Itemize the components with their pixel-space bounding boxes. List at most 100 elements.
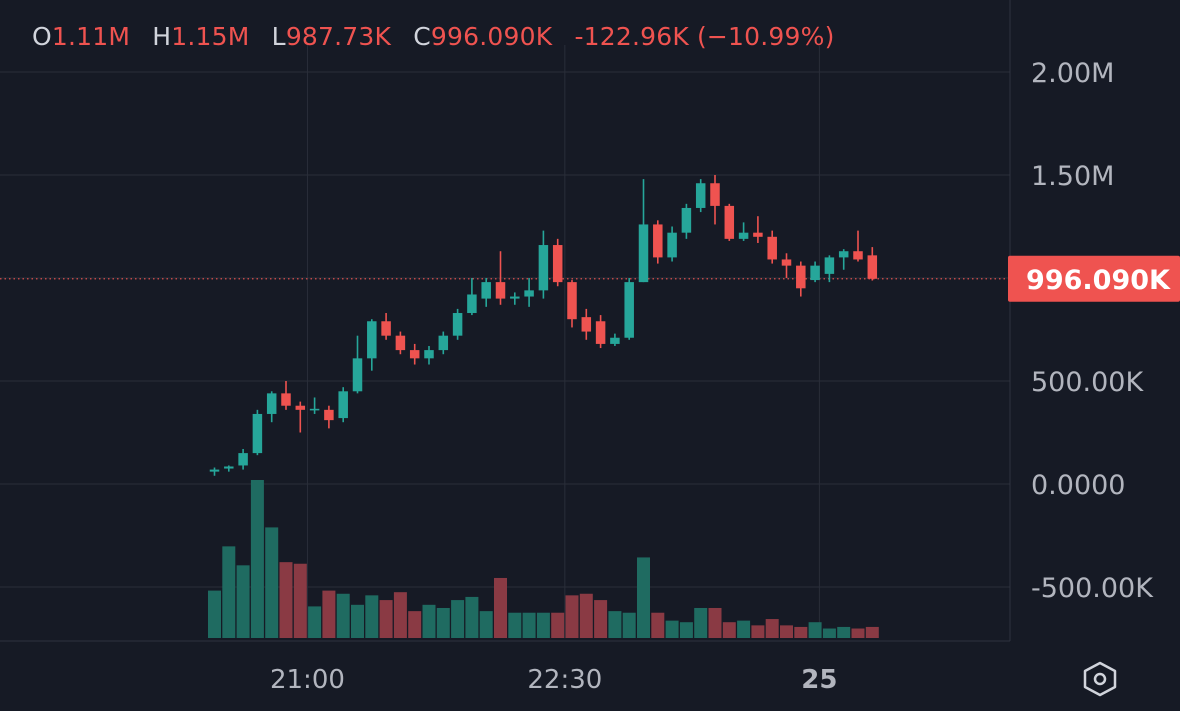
volume-bar — [465, 596, 479, 638]
volume-bar — [408, 611, 422, 638]
candle-body — [867, 255, 878, 279]
candle-body — [338, 391, 348, 419]
volume-bar — [865, 626, 879, 638]
candle — [238, 448, 248, 470]
ohlc-legend: O1.11M H1.15M L987.73K C996.090K -122.96… — [32, 22, 835, 51]
candle-body — [781, 259, 792, 266]
candle — [424, 345, 434, 365]
candle — [853, 230, 863, 262]
candle — [710, 175, 720, 225]
candle — [367, 319, 377, 371]
candle — [338, 387, 348, 423]
volume-bar — [293, 563, 307, 638]
volume-bar — [622, 612, 636, 638]
volume-bar — [822, 628, 836, 638]
candle — [224, 465, 234, 472]
candle-body — [238, 453, 248, 466]
candle-body — [409, 350, 420, 359]
price-axis[interactable]: 2.00M 1.50M 500.00K 0.0000 -500.00K — [1031, 58, 1154, 604]
volume-bar — [451, 600, 465, 638]
candle-body — [281, 393, 291, 406]
low-label: L — [271, 22, 286, 51]
candle-body — [810, 265, 820, 281]
volume-bar — [651, 612, 665, 638]
price-axis-tick-label: 0.0000 — [1031, 470, 1125, 501]
price-axis-tick-label: 500.00K — [1031, 367, 1144, 398]
price-axis-tick-label: 1.50M — [1031, 161, 1114, 192]
candle — [610, 333, 620, 346]
time-axis[interactable]: 21:00 22:30 25 — [270, 665, 838, 695]
volume-bar — [322, 590, 336, 638]
volume-bar — [522, 612, 536, 638]
candle — [738, 222, 749, 241]
candle — [409, 343, 420, 365]
volume-bar — [351, 604, 364, 638]
candle — [252, 409, 263, 456]
volume-bar — [250, 480, 264, 638]
volume-bar — [308, 606, 322, 638]
low-value: 987.73K — [285, 22, 392, 51]
candle-body — [352, 358, 363, 392]
candle — [495, 251, 506, 305]
close-value: 996.090K — [430, 22, 553, 51]
time-axis-tick-label: 21:00 — [270, 665, 345, 695]
open-value: 1.11M — [51, 22, 131, 51]
candle-body — [724, 205, 735, 239]
candle-body — [796, 265, 806, 289]
candle — [781, 253, 792, 278]
volume-bar — [436, 607, 450, 638]
candle-body — [295, 405, 306, 410]
candle-body — [595, 321, 606, 344]
volume-bar — [565, 595, 579, 638]
candle-body — [424, 350, 434, 359]
high-label: H — [152, 22, 172, 51]
candle-body — [581, 317, 592, 332]
candle-body — [367, 321, 377, 359]
candle — [467, 278, 477, 316]
candle — [753, 216, 763, 243]
candle — [767, 230, 777, 264]
volume-bar — [236, 565, 250, 638]
volume-bar — [751, 625, 765, 638]
candle — [209, 467, 220, 476]
candle-body — [538, 245, 549, 291]
candle — [324, 405, 334, 429]
candle — [653, 220, 663, 264]
volume-bar — [780, 625, 793, 638]
candle — [266, 391, 277, 423]
candle-body — [438, 335, 449, 351]
candle-body — [624, 282, 634, 338]
candle-body — [309, 408, 320, 411]
candle — [595, 315, 606, 349]
candle — [667, 226, 677, 262]
candle-body — [552, 245, 563, 283]
volume-bar — [708, 607, 722, 638]
volume-bar — [851, 628, 865, 638]
candle — [524, 278, 534, 307]
candle — [295, 401, 306, 433]
chart-settings-button[interactable] — [1078, 658, 1122, 698]
volume-bar — [694, 607, 708, 638]
candle — [552, 238, 563, 287]
candle — [538, 230, 549, 299]
candle-body — [853, 251, 863, 260]
candle-body — [838, 251, 849, 258]
volume-bar — [637, 557, 650, 638]
volume-bars — [208, 480, 879, 638]
candle-body — [753, 232, 763, 237]
volume-bar — [494, 577, 507, 638]
volume-bar — [837, 626, 851, 638]
candle — [867, 247, 878, 281]
volume-bar — [365, 595, 379, 638]
candle-body — [524, 290, 534, 297]
candle-body — [324, 409, 334, 421]
volume-bar — [794, 626, 808, 638]
volume-bar — [508, 612, 522, 638]
candle-body — [681, 207, 692, 233]
volume-bar — [379, 600, 393, 638]
candle-body — [266, 393, 277, 414]
candle-body — [495, 282, 506, 299]
candle — [824, 255, 835, 283]
candle-body — [209, 469, 220, 472]
